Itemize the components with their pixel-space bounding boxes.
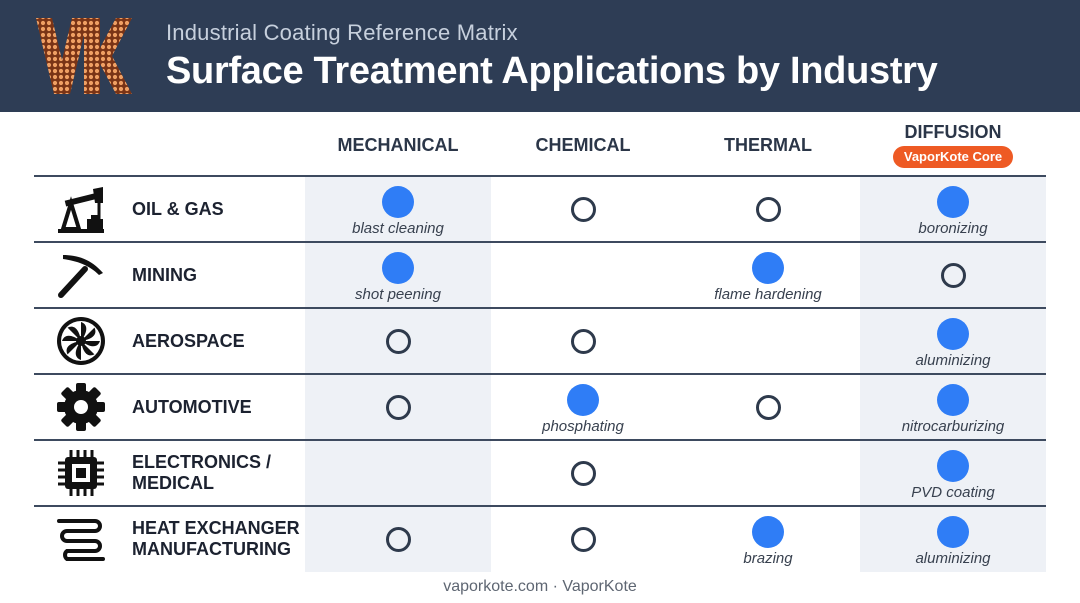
matrix-cell-thermal: flame hardening <box>675 243 861 307</box>
matrix-cell-thermal <box>675 177 861 241</box>
open-circle-marker <box>571 329 596 354</box>
row-label-aerospace: AEROSPACE <box>132 331 245 351</box>
matrix-cell-diffusion: PVD coating <box>860 441 1046 505</box>
open-circle-marker <box>756 197 781 222</box>
row-label-electronics-medical: ELECTRONICS / MEDICAL <box>132 452 272 493</box>
open-circle-marker <box>756 395 781 420</box>
filled-circle-marker <box>937 186 969 218</box>
matrix-cell-thermal: brazing <box>675 507 861 571</box>
treatment-note: phosphating <box>542 418 624 435</box>
matrix-cell-chemical <box>490 309 676 373</box>
gear-icon <box>55 381 107 433</box>
matrix-cell-mechanical <box>305 309 491 373</box>
matrix-cell-diffusion: nitrocarburizing <box>860 375 1046 439</box>
treatment-note: shot peening <box>355 286 441 303</box>
matrix-cell-chemical <box>490 507 676 571</box>
matrix-cell-thermal <box>675 309 861 373</box>
filled-circle-marker <box>937 384 969 416</box>
matrix-cell-diffusion: aluminizing <box>860 309 1046 373</box>
matrix-cell-mechanical <box>305 375 491 439</box>
open-circle-marker <box>386 395 411 420</box>
footer-credit: vaporkote.com · VaporKote <box>443 578 637 595</box>
matrix-cell-mechanical: shot peening <box>305 243 491 307</box>
treatment-note: aluminizing <box>915 550 991 567</box>
matrix-cell-chemical <box>490 441 676 505</box>
filled-circle-marker <box>752 252 784 284</box>
filled-circle-marker <box>567 384 599 416</box>
coil-icon <box>55 513 107 565</box>
pickaxe-icon <box>55 249 107 301</box>
vaporkote-core-badge: VaporKote Core <box>893 146 1013 168</box>
treatment-note: brazing <box>743 550 793 567</box>
matrix-cell-diffusion <box>860 243 1046 307</box>
filled-circle-marker <box>382 252 414 284</box>
row-label-oil-gas: OIL & GAS <box>132 199 224 219</box>
filled-circle-marker <box>382 186 414 218</box>
matrix-cell-chemical <box>490 177 676 241</box>
row-divider <box>34 505 1046 507</box>
treatment-note: boronizing <box>918 220 988 237</box>
matrix-cell-mechanical: blast cleaning <box>305 177 491 241</box>
turbine-icon <box>55 315 107 367</box>
matrix-cell-chemical: phosphating <box>490 375 676 439</box>
filled-circle-marker <box>752 516 784 548</box>
treatment-note: aluminizing <box>915 352 991 369</box>
open-circle-marker <box>571 461 596 486</box>
column-header-diffusion: DIFFUSION <box>904 122 1002 142</box>
matrix-cell-mechanical <box>305 507 491 571</box>
chip-icon <box>55 447 107 499</box>
open-circle-marker <box>386 527 411 552</box>
treatment-note: PVD coating <box>911 484 995 501</box>
matrix-cell-thermal <box>675 441 861 505</box>
oil-pump-icon <box>55 183 107 235</box>
row-label-automotive: AUTOMOTIVE <box>132 397 252 417</box>
filled-circle-marker <box>937 516 969 548</box>
filled-circle-marker <box>937 450 969 482</box>
matrix-cell-thermal <box>675 375 861 439</box>
row-divider <box>34 373 1046 375</box>
column-header-chemical: CHEMICAL <box>535 135 631 155</box>
row-divider <box>34 439 1046 441</box>
matrix-cell-chemical <box>490 243 676 307</box>
header-banner: Industrial Coating Reference Matrix Surf… <box>0 0 1080 112</box>
treatment-note: nitrocarburizing <box>901 418 1005 435</box>
filled-circle-marker <box>937 318 969 350</box>
page-title: Surface Treatment Applications by Indust… <box>166 50 938 92</box>
row-label-heat-exchanger: HEAT EXCHANGER MANUFACTURING <box>132 518 300 559</box>
page-subtitle: Industrial Coating Reference Matrix <box>166 20 518 45</box>
treatment-note: flame hardening <box>714 286 822 303</box>
open-circle-marker <box>941 263 966 288</box>
column-header-mechanical: MECHANICAL <box>337 135 459 155</box>
row-divider <box>34 241 1046 243</box>
open-circle-marker <box>571 527 596 552</box>
row-label-mining: MINING <box>132 265 197 285</box>
open-circle-marker <box>386 329 411 354</box>
open-circle-marker <box>571 197 596 222</box>
matrix-cell-diffusion: boronizing <box>860 177 1046 241</box>
column-header-thermal: THERMAL <box>724 135 812 155</box>
row-divider <box>34 307 1046 309</box>
treatment-note: blast cleaning <box>352 220 444 237</box>
matrix-cell-diffusion: aluminizing <box>860 507 1046 571</box>
matrix-cell-mechanical <box>305 441 491 505</box>
row-divider <box>34 175 1046 177</box>
vaporkote-logo <box>36 18 132 94</box>
